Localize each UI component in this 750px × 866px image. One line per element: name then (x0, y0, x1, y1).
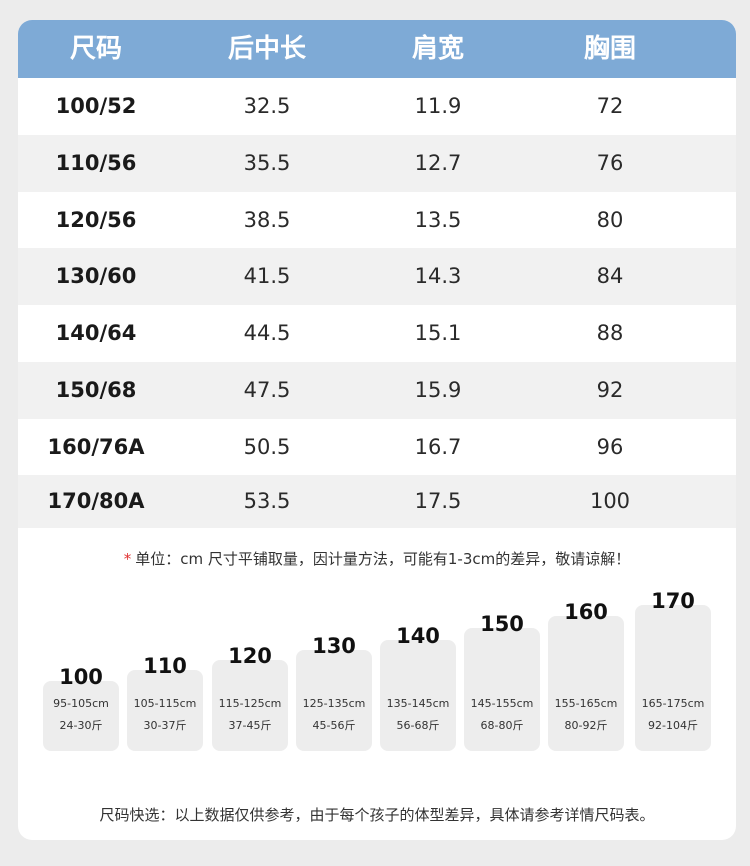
cell-back-length: 35.5 (243, 151, 291, 175)
size-guide-bar: 125-135cm 45-56斤 (296, 650, 372, 751)
cell-chest: 92 (596, 378, 624, 402)
table-row: 130/60 41.5 14.3 84 (18, 248, 736, 305)
size-guide-label: 140 (396, 624, 440, 648)
header-chest: 胸围 (583, 34, 636, 64)
size-guide-height: 155-165cm (554, 697, 618, 710)
size-guide-height: 165-175cm (641, 697, 705, 710)
table-row: 150/68 47.5 15.9 92 (18, 362, 736, 419)
note-text: 单位：cm 尺寸平铺取量，因计量方法，可能有1-3cm的差异，敬请谅解！ (135, 550, 631, 568)
size-guide-bar: 95-105cm 24-30斤 (43, 681, 119, 751)
size-guide-weight: 56-68斤 (396, 719, 440, 732)
measurement-note: * 单位：cm 尺寸平铺取量，因计量方法，可能有1-3cm的差异，敬请谅解！ (18, 548, 736, 569)
size-guide-weight: 45-56斤 (312, 719, 356, 732)
cell-back-length: 44.5 (243, 321, 291, 345)
cell-size: 120/56 (55, 208, 137, 232)
cell-size: 130/60 (55, 264, 137, 288)
note-marker: * (123, 550, 132, 568)
cell-back-length: 38.5 (243, 208, 291, 232)
size-guide-bar: 165-175cm 92-104斤 (635, 605, 711, 751)
size-guide-height: 135-145cm (386, 697, 450, 710)
cell-chest: 84 (596, 264, 624, 288)
size-guide-weight: 37-45斤 (228, 719, 272, 732)
cell-chest: 88 (596, 321, 624, 345)
footer-note: 尺码快选：以上数据仅供参考，由于每个孩子的体型差异，具体请参考详情尺码表。 (99, 806, 655, 824)
cell-chest: 96 (596, 435, 624, 459)
cell-chest: 76 (596, 151, 624, 175)
cell-back-length: 32.5 (243, 94, 291, 118)
size-guide-label: 160 (564, 600, 608, 624)
cell-size: 100/52 (55, 94, 137, 118)
cell-shoulder: 11.9 (414, 94, 462, 118)
cell-size: 110/56 (55, 151, 137, 175)
size-guide-height: 115-125cm (218, 697, 282, 710)
header-back-length: 后中长 (227, 34, 306, 64)
table-row: 100/52 32.5 11.9 72 (18, 78, 736, 135)
size-guide-weight: 80-92斤 (564, 719, 608, 732)
cell-shoulder: 13.5 (414, 208, 462, 232)
size-guide-height: 125-135cm (302, 697, 366, 710)
size-guide-label: 100 (59, 665, 103, 689)
cell-back-length: 50.5 (243, 435, 291, 459)
size-guide-bar: 115-125cm 37-45斤 (212, 660, 288, 751)
cell-shoulder: 15.9 (414, 378, 462, 402)
size-guide-label: 130 (312, 634, 356, 658)
table-header: 尺码 后中长 肩宽 胸围 (18, 20, 736, 78)
cell-chest: 72 (596, 94, 624, 118)
size-guide-weight: 68-80斤 (480, 719, 524, 732)
table-row: 170/80A 53.5 17.5 100 (18, 475, 736, 528)
cell-back-length: 53.5 (243, 489, 291, 513)
size-guide-weight: 24-30斤 (59, 719, 103, 732)
table-row: 160/76A 50.5 16.7 96 (18, 419, 736, 475)
table-row: 110/56 35.5 12.7 76 (18, 135, 736, 192)
size-guide-label: 150 (480, 612, 524, 636)
size-chart-card: 尺码 后中长 肩宽 胸围 100/52 32.5 11.9 72 110/56 35.5 1… (18, 20, 736, 840)
cell-chest: 80 (596, 208, 624, 232)
size-guide-bar: 145-155cm 68-80斤 (464, 628, 540, 751)
size-guide-height: 95-105cm (53, 697, 109, 710)
cell-size: 160/76A (47, 435, 145, 459)
size-guide-height: 145-155cm (470, 697, 534, 710)
cell-shoulder: 14.3 (414, 264, 462, 288)
cell-back-length: 47.5 (243, 378, 291, 402)
size-guide-weight: 92-104斤 (648, 719, 698, 732)
size-guide-weight: 30-37斤 (143, 719, 187, 732)
cell-shoulder: 12.7 (414, 151, 462, 175)
cell-shoulder: 16.7 (414, 435, 462, 459)
size-guide-label: 170 (651, 589, 695, 613)
size-guide-label: 120 (228, 644, 272, 668)
cell-size: 140/64 (55, 321, 137, 345)
cell-back-length: 41.5 (243, 264, 291, 288)
size-guide-height: 105-115cm (133, 697, 197, 710)
cell-chest: 100 (589, 489, 631, 513)
table-row: 120/56 38.5 13.5 80 (18, 192, 736, 248)
table-row: 140/64 44.5 15.1 88 (18, 305, 736, 362)
cell-shoulder: 17.5 (414, 489, 462, 513)
size-guide-bar: 155-165cm 80-92斤 (548, 616, 624, 751)
size-guide-bar: 105-115cm 30-37斤 (127, 670, 203, 751)
cell-size: 150/68 (55, 378, 137, 402)
header-shoulder: 肩宽 (411, 34, 464, 64)
cell-shoulder: 15.1 (414, 321, 462, 345)
header-size: 尺码 (69, 34, 122, 64)
cell-size: 170/80A (47, 489, 145, 513)
size-guide-label: 110 (143, 654, 187, 678)
size-guide-bar: 135-145cm 56-68斤 (380, 640, 456, 751)
